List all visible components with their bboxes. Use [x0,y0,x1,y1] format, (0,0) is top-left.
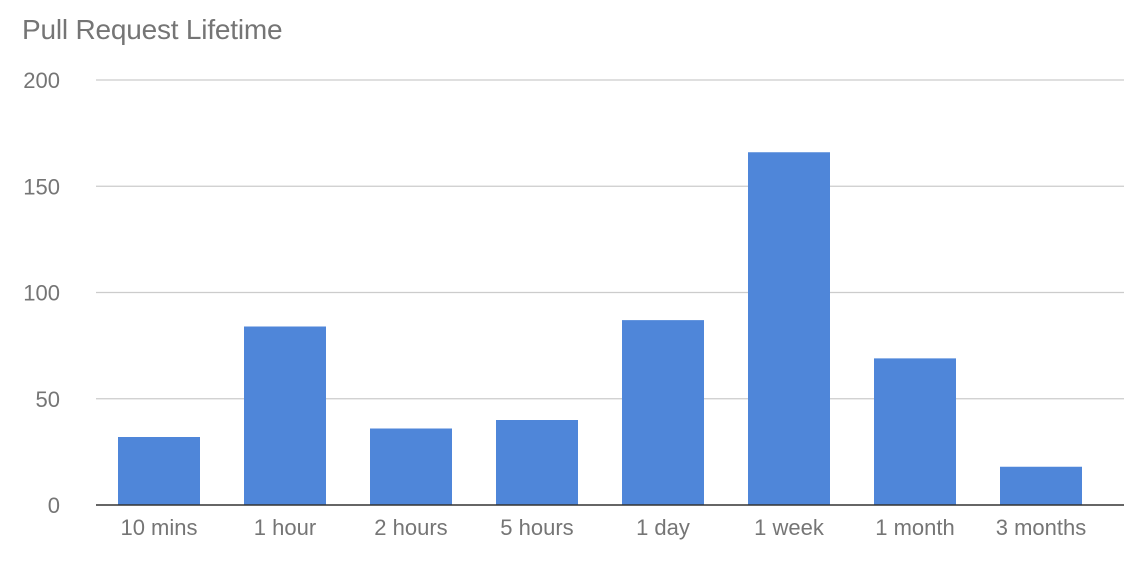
x-tick-label: 1 week [754,515,825,540]
bar [1000,466,1082,505]
bar [874,358,956,505]
y-tick-label: 150 [23,174,60,199]
bar [496,420,578,505]
bar [622,320,704,505]
bar [748,152,830,505]
x-tick-label: 1 day [636,515,690,540]
y-axis-tick-labels: 0 50 100 150 200 [23,68,60,518]
x-axis-tick-labels: 10 mins 1 hour 2 hours 5 hours 1 day 1 week 1 … [120,515,1086,540]
y-tick-label: 50 [36,387,60,412]
x-tick-label: 3 months [996,515,1087,540]
x-tick-label: 5 hours [500,515,573,540]
x-tick-label: 2 hours [374,515,447,540]
bars [118,152,1082,505]
bar [244,326,326,505]
bar [118,437,200,505]
x-tick-label: 10 mins [120,515,197,540]
x-tick-label: 1 hour [254,515,316,540]
y-tick-label: 200 [23,68,60,93]
x-tick-label: 1 month [875,515,955,540]
bar [370,428,452,505]
chart-title: Pull Request Lifetime [22,14,283,45]
y-tick-label: 0 [48,493,60,518]
y-tick-label: 100 [23,281,60,306]
